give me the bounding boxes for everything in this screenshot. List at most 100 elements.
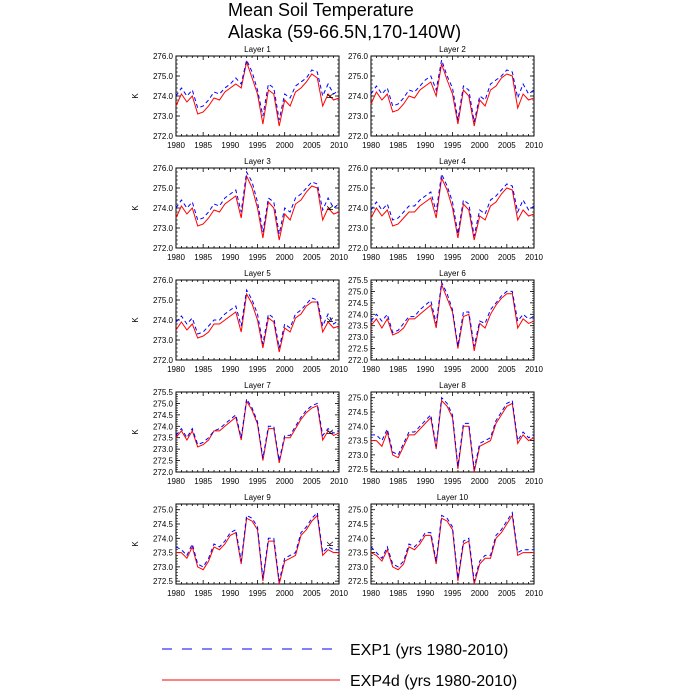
x-tick-label: 2000	[276, 365, 294, 374]
y-tick-label: 274.0	[153, 422, 174, 431]
y-tick-label: 274.5	[153, 520, 174, 529]
y-tick-label: 274.0	[153, 92, 174, 101]
y-tick-label: 272.0	[153, 132, 174, 141]
x-tick-label: 2005	[498, 253, 516, 262]
x-tick-label: 1995	[249, 141, 267, 150]
y-tick-label: 272.5	[153, 577, 174, 586]
series-line-exp1	[370, 511, 534, 582]
panel-9: Layer 9 1980 1985 1990 1995 2000 2005 2010 272.5…	[131, 493, 348, 598]
x-tick-label: 2005	[498, 477, 516, 486]
y-tick-label: 272.0	[153, 244, 174, 253]
panel-3: Layer 3 1980 1985 1990 1995 2000 2005 2010 272.0…	[131, 157, 348, 262]
x-tick-label: 1980	[362, 365, 380, 374]
y-tick-label: 273.0	[348, 112, 369, 121]
panel-title: Layer 7	[244, 381, 271, 390]
x-tick-label: 1995	[444, 253, 462, 262]
x-tick-label: 2010	[330, 141, 348, 150]
x-tick-label: 1985	[389, 141, 407, 150]
y-tick-label: 275.0	[348, 72, 369, 81]
x-tick-label: 1980	[362, 253, 380, 262]
x-tick-label: 2000	[276, 253, 294, 262]
x-tick-label: 2000	[276, 589, 294, 598]
y-axis-label: K	[131, 429, 140, 435]
series-line-exp1	[175, 58, 340, 121]
y-tick-label: 276.0	[153, 164, 174, 173]
y-tick-label: 275.0	[153, 399, 174, 408]
x-tick-label: 2005	[303, 589, 321, 598]
panel-title: Layer 3	[244, 157, 271, 166]
plot-frame	[370, 391, 535, 473]
x-tick-label: 2000	[276, 477, 294, 486]
y-tick-label: 272.0	[348, 132, 369, 141]
x-tick-label: 1980	[167, 477, 185, 486]
series-line-exp1	[370, 58, 535, 123]
x-tick-label: 2000	[471, 589, 489, 598]
panel-title: Layer 8	[439, 381, 466, 390]
y-tick-label: 275.0	[348, 287, 369, 296]
x-tick-label: 1990	[221, 589, 239, 598]
x-tick-label: 1980	[362, 477, 380, 486]
legend-label-exp1: EXP1 (yrs 1980-2010)	[350, 642, 508, 659]
panel-title: Layer 1	[244, 45, 271, 54]
y-tick-label: 274.0	[153, 534, 174, 543]
y-tick-label: 275.0	[153, 72, 174, 81]
panel-1: Layer 1 1980 1985 1990 1995 2000 2005 2010 272.0…	[131, 45, 348, 150]
series-line-exp4d	[370, 282, 535, 351]
panel-title: Layer 9	[244, 493, 271, 502]
x-tick-label: 2010	[330, 253, 348, 262]
x-tick-label: 1990	[416, 253, 434, 262]
panel-title: Layer 5	[244, 269, 271, 278]
y-tick-label: 272.5	[153, 457, 174, 466]
y-tick-label: 274.0	[348, 310, 369, 319]
series-line-exp1	[175, 397, 340, 461]
y-tick-label: 273.5	[153, 434, 174, 443]
x-tick-label: 1985	[194, 589, 212, 598]
panel-title: Layer 10	[437, 493, 469, 502]
x-tick-label: 1985	[194, 477, 212, 486]
series-line-exp4d	[371, 399, 535, 473]
x-tick-label: 1980	[362, 589, 380, 598]
y-tick-label: 274.5	[348, 299, 369, 308]
x-tick-label: 2010	[330, 477, 348, 486]
x-tick-label: 2005	[303, 141, 321, 150]
y-tick-label: 272.0	[153, 468, 174, 477]
x-tick-label: 1980	[167, 253, 185, 262]
y-axis-label: K	[326, 541, 335, 547]
x-tick-label: 2000	[471, 141, 489, 150]
y-tick-label: 274.0	[153, 316, 174, 325]
x-tick-label: 1990	[221, 365, 239, 374]
x-tick-label: 1995	[249, 365, 267, 374]
y-tick-label: 272.0	[348, 244, 369, 253]
x-tick-label: 2010	[525, 253, 543, 262]
series-line-exp1	[175, 511, 339, 582]
x-tick-label: 1980	[167, 141, 185, 150]
x-tick-label: 1985	[194, 253, 212, 262]
x-tick-label: 2010	[330, 589, 348, 598]
x-tick-label: 2005	[303, 365, 321, 374]
x-tick-label: 2010	[525, 477, 543, 486]
series-line-exp4d	[370, 63, 535, 127]
x-tick-label: 1990	[221, 477, 239, 486]
y-tick-label: 273.5	[348, 322, 369, 331]
y-tick-label: 275.0	[153, 184, 174, 193]
x-tick-label: 1990	[221, 141, 239, 150]
y-tick-label: 273.0	[153, 224, 174, 233]
y-axis-label: K	[326, 205, 335, 211]
x-tick-label: 1985	[389, 365, 407, 374]
x-tick-label: 1995	[444, 477, 462, 486]
y-tick-label: 275.5	[153, 388, 174, 397]
y-tick-label: 273.5	[348, 437, 369, 446]
x-tick-label: 1980	[362, 141, 380, 150]
y-tick-label: 274.5	[348, 520, 369, 529]
y-tick-label: 273.5	[348, 549, 369, 558]
x-tick-label: 1990	[416, 477, 434, 486]
panel-5: Layer 5 1980 1985 1990 1995 2000 2005 2010 272.0…	[131, 269, 348, 374]
x-tick-label: 1980	[167, 365, 185, 374]
x-tick-label: 2010	[525, 141, 543, 150]
x-tick-label: 1990	[416, 589, 434, 598]
panel-title: Layer 4	[439, 157, 466, 166]
y-tick-label: 275.0	[348, 184, 369, 193]
